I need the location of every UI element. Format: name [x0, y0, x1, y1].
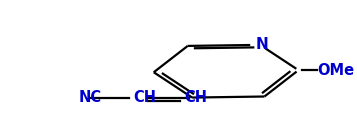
Text: NC: NC	[79, 90, 102, 105]
Text: OMe: OMe	[317, 63, 354, 78]
Text: CH: CH	[133, 90, 156, 105]
Text: CH: CH	[184, 90, 207, 105]
Text: N: N	[255, 37, 268, 52]
